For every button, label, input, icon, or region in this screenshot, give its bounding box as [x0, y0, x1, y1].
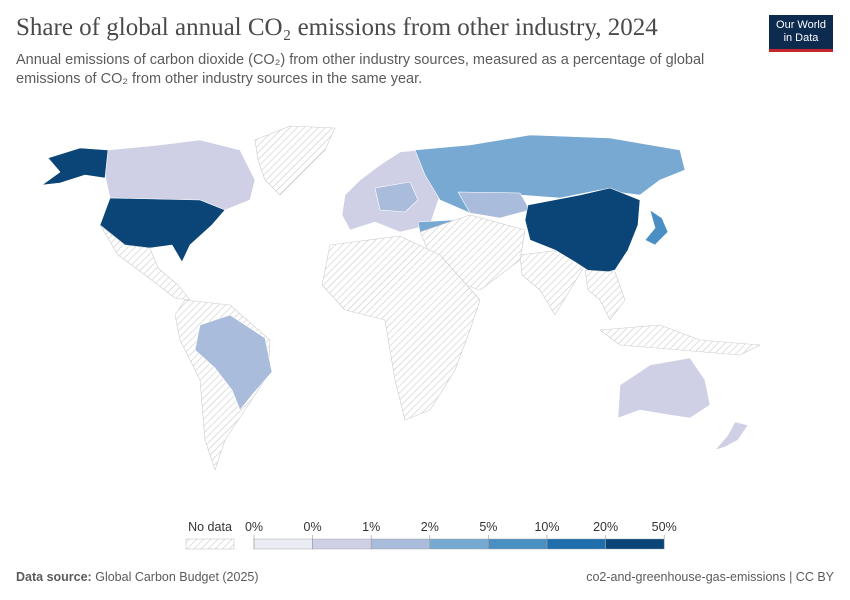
legend-swatch: [605, 538, 665, 550]
legend-swatch: [488, 538, 548, 550]
logo-line: in Data: [783, 32, 819, 44]
southeast-asia[interactable]: [584, 269, 761, 356]
japan[interactable]: [644, 209, 669, 246]
legend-tick-label: 0%: [304, 520, 322, 534]
legend-tick-label: 1%: [362, 520, 380, 534]
legend-tick-label: 5%: [479, 520, 497, 534]
legend-swatch: [371, 538, 431, 550]
legend: No data 0% 0% 1% 2% 5% 10% 20% 50%: [185, 520, 677, 550]
legend-tick-label: 2%: [421, 520, 439, 534]
map: No data 0% 0% 1% 2% 5% 10% 20% 50%: [41, 125, 761, 550]
africa[interactable]: [321, 235, 481, 421]
legend-tick-label: 50%: [652, 520, 677, 534]
legend-label: No data: [188, 520, 232, 534]
australia[interactable]: [617, 357, 711, 419]
source: Global Carbon Budget (2025): [95, 570, 259, 584]
alaska[interactable]: [41, 147, 109, 186]
footer-source: Data source: Global Carbon Budget (2025): [16, 570, 259, 584]
source-label: Data source:: [16, 570, 92, 584]
legend-no-data: [185, 538, 235, 550]
footer-right: co2-and-greenhouse-gas-emissions | CC BY: [586, 570, 834, 584]
logo-line: Our World: [776, 19, 826, 31]
new-zealand[interactable]: [714, 421, 749, 451]
title: Share of global annual CO₂ emissions fro…: [16, 14, 658, 41]
legend-swatch: [253, 538, 313, 550]
logo[interactable]: Our World in Data: [769, 15, 833, 52]
china[interactable]: [524, 187, 641, 276]
greenland[interactable]: [254, 125, 336, 196]
legend-swatch: [312, 538, 372, 550]
legend-swatch: [429, 538, 489, 550]
legend-tick-label: 10%: [534, 520, 559, 534]
brazil[interactable]: [194, 314, 273, 411]
canada[interactable]: [104, 139, 256, 211]
subtitle: Annual emissions of carbon dioxide (CO₂)…: [16, 52, 705, 87]
legend-tick-label: 0%: [245, 520, 263, 534]
legend-swatch: [546, 538, 606, 550]
central-europe[interactable]: [374, 181, 419, 213]
legend-tick-label: 20%: [593, 520, 618, 534]
kazakhstan[interactable]: [457, 191, 531, 219]
mexico[interactable]: [99, 224, 191, 301]
